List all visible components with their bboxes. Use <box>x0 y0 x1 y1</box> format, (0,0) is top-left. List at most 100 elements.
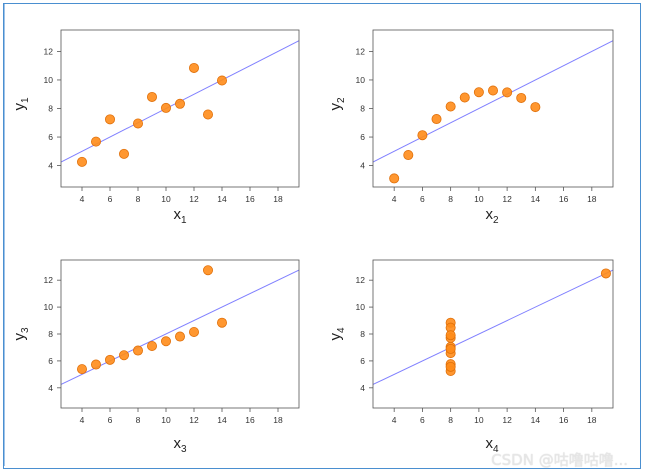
x-tick-label: 18 <box>587 415 597 425</box>
x-axis-label: x1 <box>173 206 187 226</box>
data-point <box>502 87 513 98</box>
data-point <box>174 98 185 109</box>
data-point <box>188 62 199 73</box>
data-point <box>77 156 88 167</box>
data-point <box>417 130 428 141</box>
data-point <box>445 330 456 341</box>
x-tick-label: 10 <box>161 194 171 204</box>
y-tick-label: 4 <box>360 383 365 393</box>
x-tick-label: 16 <box>245 194 255 204</box>
x-tick-label: 14 <box>217 194 227 204</box>
y-tick-label: 8 <box>48 104 53 114</box>
x-tick-label: 14 <box>531 194 541 204</box>
y-tick-label: 10 <box>44 302 54 312</box>
y-tick-label: 8 <box>48 329 53 339</box>
plot-area <box>372 29 614 188</box>
x-tick-label: 14 <box>217 415 227 425</box>
image-frame <box>3 3 641 469</box>
x-tick-label: 6 <box>420 415 425 425</box>
x-tick-label: 8 <box>448 415 453 425</box>
x-axis-label-subscript: 2 <box>493 215 499 226</box>
data-point <box>132 118 143 129</box>
y-tick-label: 4 <box>360 161 365 171</box>
x-axis-label-subscript: 1 <box>181 215 187 226</box>
y-tick-label: 6 <box>48 132 53 142</box>
data-point <box>105 354 116 365</box>
data-point <box>91 136 102 147</box>
data-point <box>188 326 199 337</box>
x-axis-label-subscript: 3 <box>181 444 187 455</box>
data-point <box>431 114 442 125</box>
data-point <box>216 75 227 86</box>
y-tick-label: 12 <box>356 275 366 285</box>
y-tick-label: 12 <box>44 46 54 56</box>
data-point <box>459 92 470 103</box>
y-tick-label: 10 <box>356 302 366 312</box>
y-axis-label: y1 <box>11 97 31 111</box>
regression-line <box>373 269 613 385</box>
data-point <box>91 359 102 370</box>
x-tick-label: 12 <box>502 194 512 204</box>
x-tick-label: 6 <box>108 194 113 204</box>
data-point <box>473 87 484 98</box>
x-tick-label: 18 <box>587 194 597 204</box>
data-point <box>146 340 157 351</box>
data-point <box>487 85 498 96</box>
x-tick-label: 4 <box>392 415 397 425</box>
plot-area <box>372 259 614 409</box>
y-axis-label-subscript: 1 <box>20 97 31 103</box>
x-tick-label: 4 <box>392 194 397 204</box>
x-tick-label: 8 <box>136 415 141 425</box>
x-tick-label: 12 <box>502 415 512 425</box>
image-frame-inner-edge <box>4 4 5 466</box>
x-tick-label: 10 <box>161 415 171 425</box>
data-point <box>202 109 213 120</box>
data-point <box>445 101 456 112</box>
y-axis-label-subscript: 4 <box>336 327 347 333</box>
regression-line <box>373 40 613 163</box>
data-point <box>119 350 130 361</box>
data-point <box>216 317 227 328</box>
x-tick-label: 10 <box>474 415 484 425</box>
y-axis-label-subscript: 2 <box>336 97 347 103</box>
y-tick-label: 10 <box>356 75 366 85</box>
x-tick-label: 4 <box>80 194 85 204</box>
y-tick-label: 10 <box>44 75 54 85</box>
x-tick-label: 16 <box>559 194 569 204</box>
data-point <box>160 336 171 347</box>
x-tick-label: 4 <box>80 415 85 425</box>
data-point <box>403 150 414 161</box>
y-tick-label: 4 <box>48 161 53 171</box>
x-tick-label: 18 <box>273 415 283 425</box>
x-axis-label: x3 <box>173 435 187 455</box>
x-tick-label: 10 <box>474 194 484 204</box>
data-point <box>202 265 213 276</box>
x-axis-label-subscript: 4 <box>493 444 499 455</box>
y-tick-label: 6 <box>360 356 365 366</box>
x-tick-label: 12 <box>189 194 199 204</box>
x-tick-label: 8 <box>136 194 141 204</box>
data-point <box>132 345 143 356</box>
x-tick-label: 14 <box>531 415 541 425</box>
data-point <box>600 268 611 279</box>
x-axis-label: x2 <box>485 206 499 226</box>
y-tick-label: 8 <box>360 329 365 339</box>
data-point <box>146 91 157 102</box>
y-tick-label: 12 <box>44 275 54 285</box>
data-point <box>445 361 456 372</box>
y-axis-label-subscript: 3 <box>20 327 31 333</box>
data-point <box>119 148 130 159</box>
data-point <box>77 364 88 375</box>
data-point <box>105 114 116 125</box>
x-tick-label: 8 <box>448 194 453 204</box>
y-tick-label: 8 <box>360 104 365 114</box>
x-tick-label: 6 <box>108 415 113 425</box>
y-tick-label: 6 <box>48 356 53 366</box>
y-tick-label: 12 <box>356 46 366 56</box>
data-point <box>516 92 527 103</box>
y-axis-label: y4 <box>327 327 347 341</box>
